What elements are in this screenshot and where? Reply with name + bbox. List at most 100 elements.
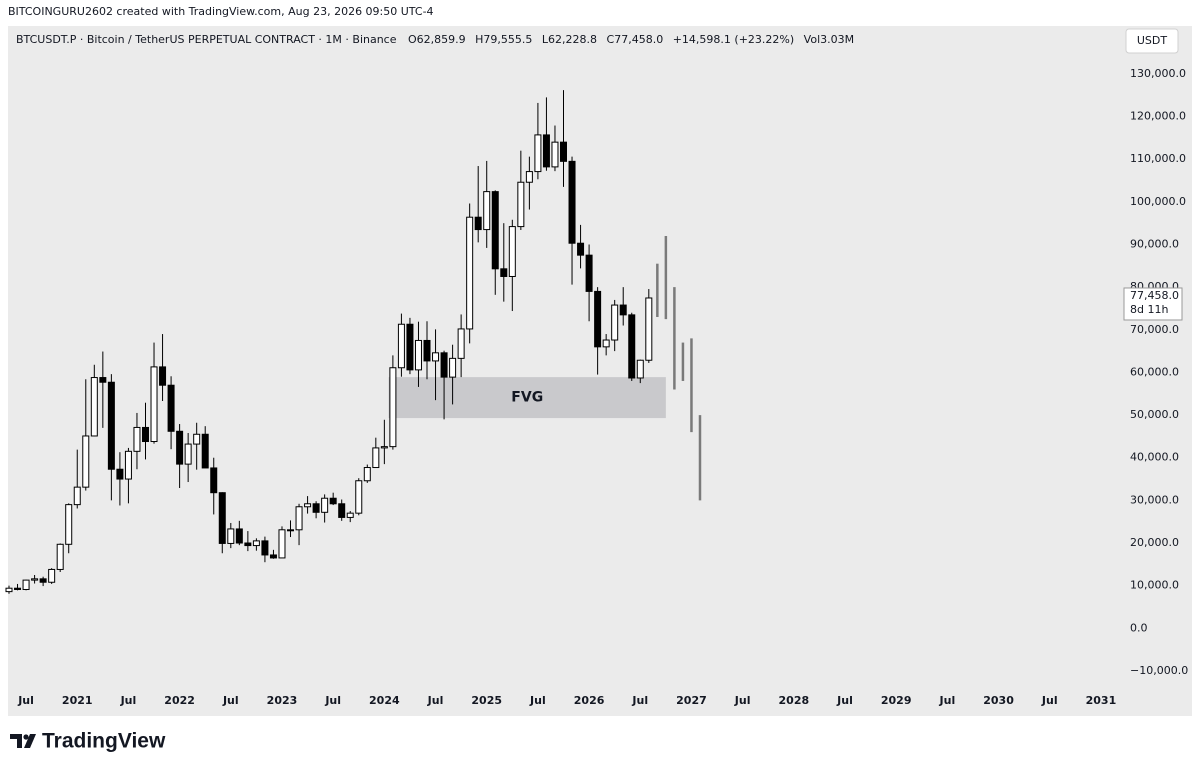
candle-body <box>636 359 644 379</box>
candle-body <box>423 339 431 362</box>
countdown-label: 8d 11h <box>1130 303 1168 316</box>
candle-body <box>167 384 175 432</box>
candle-body <box>525 171 533 183</box>
candle-body <box>406 323 414 371</box>
candle-body <box>338 503 346 518</box>
candle-body <box>457 328 465 359</box>
candle-body <box>500 268 508 277</box>
candle-body <box>39 578 47 583</box>
x-tick-label: 2028 <box>779 694 810 707</box>
candle-body <box>560 141 567 162</box>
candle-body <box>48 568 56 583</box>
candle-body <box>184 443 192 465</box>
x-tick-label: 2024 <box>369 694 400 707</box>
watermark: BITCOINGURU2602 created with TradingView… <box>8 5 434 18</box>
candle-body <box>65 504 73 545</box>
candle-body <box>269 554 277 559</box>
candle-body <box>645 297 653 361</box>
candle-body <box>150 366 158 443</box>
candle-body <box>380 446 388 449</box>
ohlc-low: L62,228.8 <box>542 33 597 46</box>
candle-body <box>5 587 13 593</box>
x-tick-label: Jul <box>939 694 956 707</box>
candle-body <box>159 366 167 386</box>
candle-body <box>594 290 602 348</box>
y-tick-label: 50,000.0 <box>1130 408 1179 421</box>
candle-body <box>116 468 124 480</box>
candle-body <box>22 579 30 590</box>
ohlc-close: C77,458.0 <box>607 33 664 46</box>
candle-body <box>414 339 422 371</box>
y-tick-label: 10,000.0 <box>1130 579 1179 592</box>
chart-panel <box>8 26 1192 716</box>
candle-body <box>14 587 22 590</box>
candle-body <box>466 216 474 330</box>
candle-body <box>432 352 440 362</box>
y-tick-label: 60,000.0 <box>1130 365 1179 378</box>
candle-body <box>321 497 329 513</box>
x-tick-label: Jul <box>734 694 751 707</box>
candle-body <box>517 181 525 228</box>
candle-body <box>252 540 260 547</box>
x-tick-label: Jul <box>120 694 137 707</box>
y-tick-label: 100,000.0 <box>1130 195 1186 208</box>
y-tick-label: 20,000.0 <box>1130 536 1179 549</box>
ohlc-change: +14,598.1 (+23.22%) <box>673 33 794 46</box>
y-tick-label: 40,000.0 <box>1130 451 1179 464</box>
candle-body <box>619 304 627 316</box>
x-tick-label: Jul <box>324 694 341 707</box>
candle-body <box>31 578 39 581</box>
y-tick-label: 0.0 <box>1130 621 1148 634</box>
x-tick-label: Jul <box>427 694 444 707</box>
candle-body <box>90 377 98 437</box>
candle-body <box>346 512 354 518</box>
candle-body <box>577 242 585 256</box>
symbol: BTCUSDT.P · Bitcoin / TetherUS PERPETUAL… <box>16 33 397 46</box>
candle-body <box>355 480 363 514</box>
x-tick-label: Jul <box>836 694 853 707</box>
candle-body <box>133 426 141 452</box>
candle-body <box>56 543 64 570</box>
candle-body <box>295 506 303 531</box>
x-tick-label: Jul <box>529 694 546 707</box>
brand-logo <box>10 734 36 748</box>
candle-body <box>99 377 107 383</box>
candle-body <box>602 339 610 348</box>
x-tick-label: 2027 <box>676 694 707 707</box>
candle-body <box>261 540 269 556</box>
x-tick-label: Jul <box>17 694 34 707</box>
candle-body <box>210 467 218 494</box>
x-tick-label: 2025 <box>471 694 502 707</box>
candle-body <box>141 426 149 443</box>
candle-body <box>218 492 226 544</box>
ohlc-open: O62,859.9 <box>408 33 466 46</box>
candle-body <box>312 503 320 513</box>
y-tick-label: 70,000.0 <box>1130 323 1179 336</box>
x-tick-label: Jul <box>1041 694 1058 707</box>
x-tick-label: 2022 <box>164 694 195 707</box>
candle-body <box>193 433 201 445</box>
candle-body <box>542 134 550 168</box>
currency-label[interactable]: USDT <box>1137 34 1168 47</box>
last-price-box <box>1123 287 1183 321</box>
candle-body <box>235 528 243 544</box>
candle-body <box>474 216 482 231</box>
candle-body <box>363 467 371 482</box>
volume: Vol3.03M <box>804 33 854 46</box>
candle-body <box>483 191 491 231</box>
symbol-line: BTCUSDT.P · Bitcoin / TetherUS PERPETUAL… <box>16 33 854 46</box>
currency-button[interactable] <box>1125 28 1179 54</box>
candle-body <box>534 134 542 173</box>
x-tick-label: 2030 <box>983 694 1014 707</box>
x-tick-label: 2031 <box>1086 694 1117 707</box>
candle-body <box>611 304 619 341</box>
candle-body <box>628 314 636 379</box>
candle-body <box>372 447 380 469</box>
x-tick-label: 2023 <box>267 694 298 707</box>
ohlc-high: H79,555.5 <box>475 33 532 46</box>
candle-body <box>551 141 559 168</box>
candle-body <box>508 226 516 277</box>
fvg-zone <box>388 377 666 419</box>
